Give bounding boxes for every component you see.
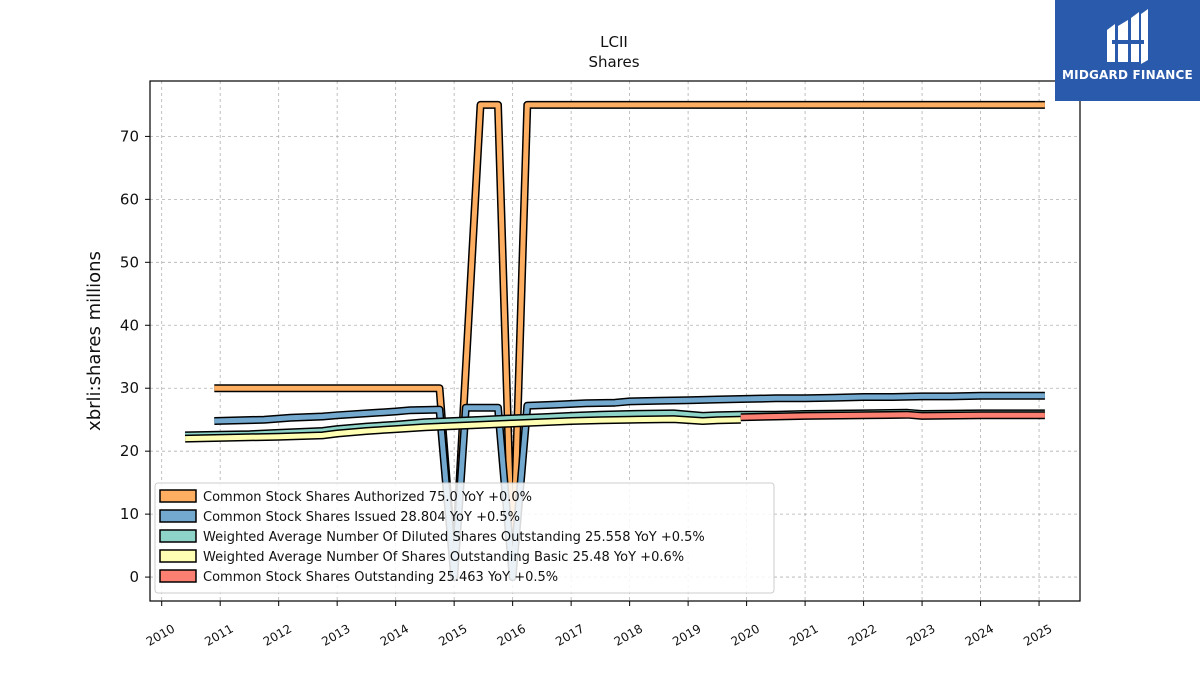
legend-swatch-1 [159,509,197,523]
x-tick-label: 2011 [202,621,235,648]
legend-entry-4: Common Stock Shares Outstanding 25.463 Y… [203,570,558,585]
legend-box [154,482,775,594]
midgard-finance-logo: MIDGARD FINANCE [1055,0,1200,101]
x-tick-label: 2019 [670,621,703,648]
x-tick-label: 2022 [846,621,879,648]
y-tick-label: 30 [120,379,139,397]
x-tick-label: 2014 [378,621,411,648]
x-tick-label: 2016 [495,621,528,648]
legend-entry-0: Common Stock Shares Authorized 75.0 YoY … [203,490,532,505]
legend-swatch-0 [159,489,197,503]
x-tick-label: 2020 [729,621,762,648]
legend-entry-2: Weighted Average Number Of Diluted Share… [203,530,705,545]
chart-title: LCII [600,33,628,51]
x-tick-label: 2012 [261,621,294,648]
x-tick-label: 2013 [319,621,352,648]
x-tick-label: 2010 [144,621,177,648]
y-axis-ticks: 0 10 20 30 40 50 60 70 [120,127,150,586]
y-axis-label: xbrli:shares millions [84,251,105,431]
x-tick-label: 2021 [787,621,820,648]
x-tick-label: 2017 [553,621,586,648]
x-tick-label: 2025 [1021,621,1054,648]
legend-entry-1: Common Stock Shares Issued 28.804 YoY +0… [203,510,520,525]
series-line-1 [214,393,1045,580]
y-tick-label: 50 [120,253,139,271]
y-tick-label: 40 [120,316,139,334]
y-tick-label: 60 [120,190,139,208]
legend-swatch-4 [159,569,197,583]
y-tick-label: 0 [129,568,139,586]
y-tick-label: 10 [120,505,139,523]
chart-subtitle: Shares [588,53,639,71]
x-axis-ticks: 2010 2011 2012 2013 2014 2015 2016 2017 2018 2019… [144,601,1055,649]
x-tick-label: 2023 [904,621,937,648]
legend: Common Stock Shares Authorized 75.0 YoY … [154,482,775,594]
legend-swatch-3 [159,549,197,563]
series-line-4 [740,412,1045,420]
y-tick-label: 70 [120,127,139,145]
x-tick-label: 2015 [436,621,469,648]
x-tick-label: 2018 [612,621,645,648]
series-layer [185,100,1045,582]
x-tick-label: 2024 [963,621,996,648]
plot-frame [149,80,1081,602]
grid-lines [150,81,1080,601]
logo-mark-icon [1107,9,1148,64]
logo-text: MIDGARD FINANCE [1062,68,1193,82]
y-tick-label: 20 [120,442,139,460]
legend-swatch-2 [159,529,197,543]
legend-entry-3: Weighted Average Number Of Shares Outsta… [203,550,684,565]
series-line-3 [185,416,741,442]
